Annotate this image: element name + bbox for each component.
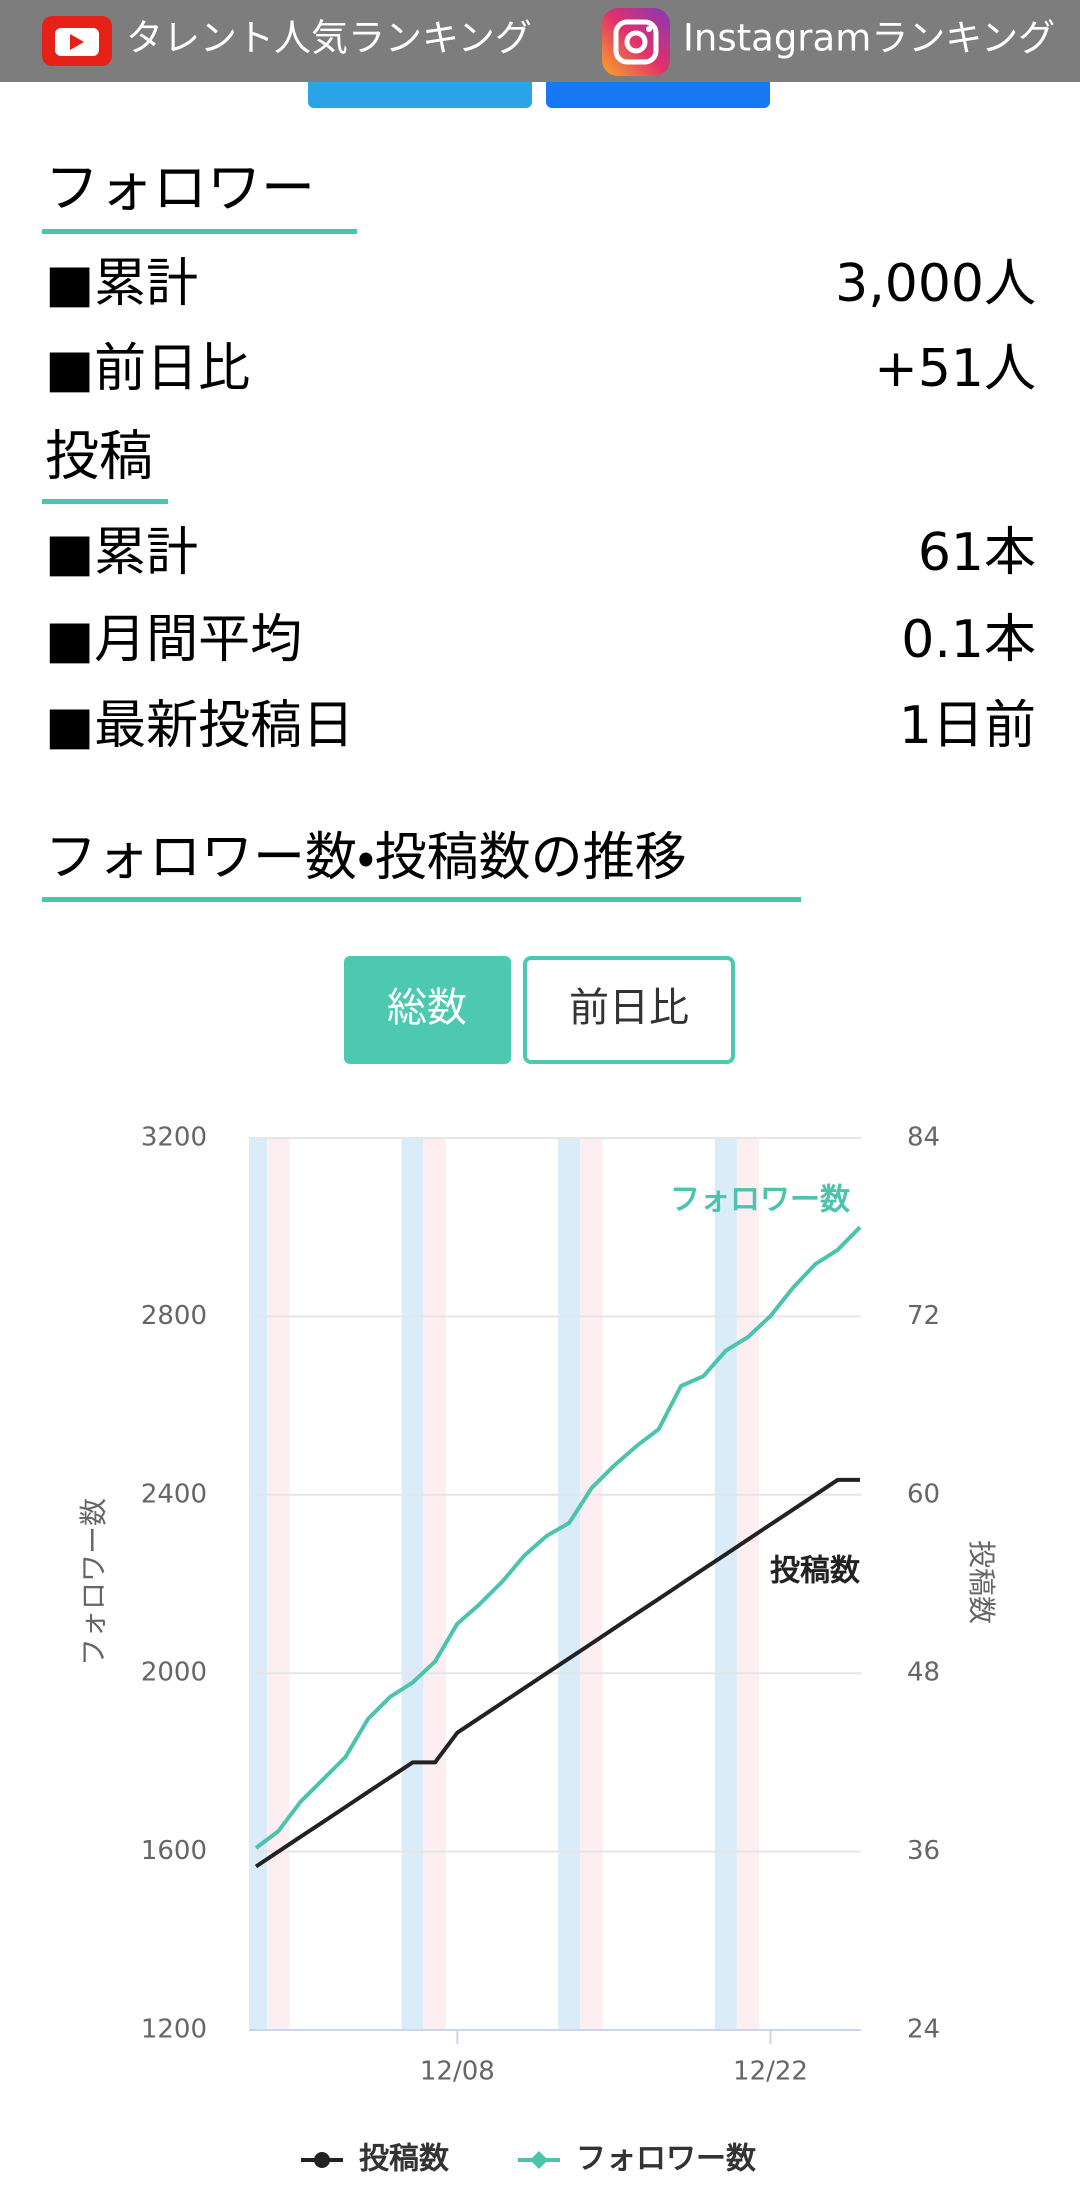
y2-tick-label: 36 [907, 1836, 940, 1866]
youtube-link[interactable]: タレント人気ランキング [42, 16, 532, 66]
y-tick-label: 2400 [141, 1479, 207, 1509]
stat-value: 61本 [918, 523, 1036, 583]
weekend-band [249, 1138, 267, 2030]
y-tick-label: 3200 [141, 1123, 207, 1153]
instagram-link[interactable]: Instagramランキング [602, 8, 1055, 76]
tab-active[interactable] [344, 956, 511, 1064]
header-bar [0, 0, 1080, 82]
weekend-band [580, 1138, 603, 2030]
weekend-band [737, 1138, 760, 2030]
y2-axis-title: 投稿数 [965, 1540, 998, 1624]
header-link[interactable]: Instagramランキング [683, 17, 1055, 60]
header-link[interactable]: タレント人気ランキング [126, 17, 532, 60]
y-tick-label: 2000 [141, 1658, 207, 1688]
stat-label: ■最新投稿日 [45, 696, 354, 756]
y2-tick-label: 48 [907, 1658, 940, 1688]
stat-value: 1日前 [899, 696, 1036, 756]
stat-value: +51人 [874, 339, 1036, 399]
series-label: 投稿数 [770, 1553, 860, 1588]
instagram-icon [602, 8, 670, 76]
legend-marker [314, 2152, 330, 2168]
weekend-band [401, 1138, 424, 2030]
stat-label: ■前日比 [45, 339, 250, 399]
section-title: フォロワー [45, 157, 315, 220]
legend-label: フォロワー数 [576, 2142, 756, 2177]
section-title: 投稿 [45, 425, 153, 488]
tab-label[interactable]: 前日比 [569, 985, 689, 1031]
weekend-band [267, 1138, 290, 2030]
stat-value: 3,000人 [835, 254, 1036, 314]
legend-marker [530, 2151, 548, 2169]
tab-label[interactable]: 総数 [387, 985, 467, 1031]
weekend-band [558, 1138, 581, 2030]
youtube-icon-play [70, 34, 84, 50]
section-underline [42, 897, 801, 902]
x-tick-label: 12/08 [420, 2057, 495, 2087]
y-axis-title: フォロワー数 [77, 1498, 110, 1666]
y2-tick-label: 84 [907, 1123, 940, 1153]
instagram-icon-dot [646, 26, 652, 32]
x-tick-label: 12/22 [733, 2057, 808, 2087]
line-series [254, 1225, 862, 1850]
stat-value: 0.1本 [901, 610, 1036, 670]
y-tick-label: 1600 [141, 1836, 207, 1866]
weekend-band [714, 1138, 737, 2030]
y2-tick-label: 72 [907, 1301, 940, 1331]
chart-heading: フォロワー数・投稿数の推移 [45, 828, 687, 888]
y2-tick-label: 60 [907, 1479, 940, 1509]
line-series [254, 1477, 860, 1869]
instagram-icon-lens [624, 30, 648, 54]
series-label: フォロワー数 [670, 1183, 850, 1218]
y-tick-label: 2800 [141, 1301, 207, 1331]
tab[interactable] [523, 956, 735, 1064]
y-tick-label: 1200 [141, 2015, 207, 2045]
y2-tick-label: 24 [907, 2015, 940, 2045]
chart: 1200 1600 2000 2400 2800 3200 24 36 48 60 72 84 12/0… [77, 1123, 998, 2177]
section-underline [42, 229, 357, 234]
instagram-icon-frame [613, 19, 659, 65]
stat-label: ■累計 [45, 523, 198, 583]
section-underline [42, 499, 168, 504]
stat-label: ■累計 [45, 254, 198, 314]
weekend-band [423, 1138, 446, 2030]
legend-label: 投稿数 [359, 2142, 449, 2177]
stat-label: ■月間平均 [45, 610, 302, 670]
